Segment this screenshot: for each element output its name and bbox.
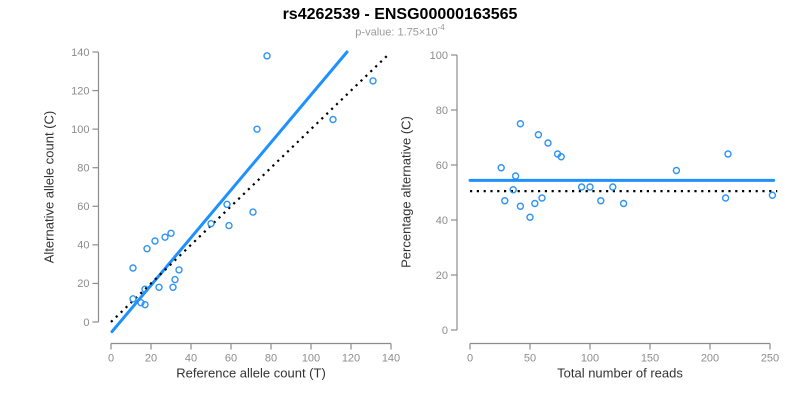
scatter-point bbox=[577, 183, 586, 191]
x-tick-label: 40 bbox=[185, 353, 197, 365]
scatter-point bbox=[225, 221, 233, 230]
scatter-point bbox=[721, 194, 730, 202]
scatter-point bbox=[161, 233, 169, 241]
scatter-point bbox=[137, 299, 145, 307]
x-tick-label: 150 bbox=[641, 353, 659, 365]
scatter-point bbox=[516, 202, 525, 210]
scatter-point bbox=[369, 77, 377, 85]
left-plot-ylabel: Alternative allele count (C) bbox=[41, 110, 57, 264]
allele-counts-scatter: 0 20 40 60 80 100 120 140 0 20 40 60 80 100 120 140 bbox=[71, 47, 400, 365]
scatter-point bbox=[253, 125, 261, 133]
scatter-point bbox=[169, 283, 177, 291]
y-tick-label: 80 bbox=[436, 105, 448, 117]
x-tick-label: 100 bbox=[581, 353, 599, 365]
scatter-point bbox=[526, 213, 534, 221]
scatter-point bbox=[175, 266, 183, 274]
scatter-point bbox=[249, 208, 257, 216]
scatter-point bbox=[141, 285, 149, 293]
y-tick-label: 120 bbox=[71, 85, 89, 97]
scatter-point bbox=[609, 183, 617, 191]
y-tick-label: 100 bbox=[71, 124, 89, 136]
y-tick-label: 60 bbox=[77, 201, 89, 213]
scatter-point bbox=[724, 150, 732, 158]
scatter-point bbox=[223, 200, 231, 209]
scatter-point bbox=[534, 131, 543, 139]
identity-line bbox=[110, 54, 389, 323]
scatter-point bbox=[768, 191, 777, 199]
y-tick-label: 20 bbox=[436, 270, 448, 282]
x-tick-label: 250 bbox=[761, 353, 779, 365]
y-tick-label: 140 bbox=[71, 47, 89, 59]
p-value-exponent: -4 bbox=[437, 23, 445, 32]
scatter-point bbox=[497, 164, 505, 172]
x-tick-label: 120 bbox=[342, 353, 360, 365]
p-value-label: p-value: bbox=[355, 26, 398, 39]
scatter-point bbox=[516, 120, 525, 128]
scatter-point bbox=[544, 139, 552, 147]
y-tick-label: 0 bbox=[83, 317, 89, 329]
regression-line bbox=[110, 50, 349, 334]
y-tick-label: 60 bbox=[436, 160, 448, 172]
y-tick-label: 20 bbox=[77, 278, 89, 290]
scatter-point bbox=[557, 153, 565, 161]
left-plot-xlabel: Reference allele count (T) bbox=[176, 365, 326, 381]
x-tick-label: 20 bbox=[145, 353, 157, 365]
right-plot-ylabel: Percentage alternative (C) bbox=[398, 116, 414, 268]
y-tick-label: 0 bbox=[442, 325, 448, 337]
scatter-point bbox=[531, 199, 539, 208]
y-tick-label: 40 bbox=[436, 215, 448, 227]
scatter-point bbox=[207, 219, 215, 228]
y-tick-label: 100 bbox=[430, 50, 448, 62]
x-tick-label: 60 bbox=[225, 353, 237, 365]
scatter-point bbox=[129, 295, 137, 303]
scatter-point bbox=[619, 199, 628, 208]
percentage-vs-reads-scatter: 0 50 100 150 200 250 0 20 40 60 80 100 bbox=[430, 50, 780, 365]
scatter-point bbox=[151, 237, 159, 245]
x-tick-label: 50 bbox=[524, 353, 536, 365]
figure-title: rs4262539 - ENSG00000163565 bbox=[282, 6, 518, 23]
x-tick-label: 0 bbox=[467, 353, 473, 365]
scatter-point bbox=[143, 245, 151, 253]
scatter-point bbox=[167, 229, 175, 237]
scatter-point bbox=[129, 264, 137, 272]
y-tick-label: 80 bbox=[77, 163, 89, 175]
scatter-point bbox=[155, 283, 163, 291]
scatter-point bbox=[329, 115, 337, 124]
scatter-point bbox=[597, 197, 605, 205]
scatter-point bbox=[501, 197, 509, 205]
p-value-subtitle: p-value: 1.75×10-4 bbox=[355, 23, 445, 39]
x-tick-label: 80 bbox=[265, 353, 277, 365]
scatter-point bbox=[263, 52, 271, 60]
scatter-point bbox=[538, 194, 546, 202]
scatter-point bbox=[171, 275, 179, 284]
y-tick-label: 40 bbox=[77, 240, 89, 252]
scatter-point bbox=[509, 186, 517, 194]
scatter-point bbox=[511, 172, 520, 180]
p-value-mantissa: 1.75×10 bbox=[397, 26, 438, 39]
x-tick-label: 200 bbox=[701, 353, 719, 365]
scatter-point bbox=[672, 166, 681, 175]
right-plot-xlabel: Total number of reads bbox=[557, 365, 683, 381]
x-tick-label: 140 bbox=[382, 353, 400, 365]
x-tick-label: 0 bbox=[108, 353, 114, 365]
scatter-point bbox=[586, 183, 594, 191]
x-tick-label: 100 bbox=[302, 353, 320, 365]
scatter-point bbox=[141, 300, 149, 309]
